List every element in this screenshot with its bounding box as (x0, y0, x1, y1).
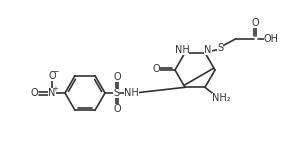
Text: N: N (48, 88, 56, 98)
Text: −: − (52, 67, 59, 77)
Text: NH₂: NH₂ (212, 93, 230, 103)
Text: O: O (251, 18, 259, 28)
Text: O: O (31, 88, 38, 98)
Text: OH: OH (264, 34, 279, 44)
Text: S: S (217, 43, 223, 53)
Text: O: O (113, 72, 121, 82)
Text: S: S (113, 88, 119, 98)
Text: NH: NH (175, 45, 189, 55)
Text: NH: NH (124, 88, 139, 98)
Text: O: O (48, 71, 56, 81)
Text: +: + (53, 86, 58, 91)
Text: O: O (113, 104, 121, 114)
Text: N: N (204, 45, 212, 55)
Text: O: O (152, 64, 160, 74)
